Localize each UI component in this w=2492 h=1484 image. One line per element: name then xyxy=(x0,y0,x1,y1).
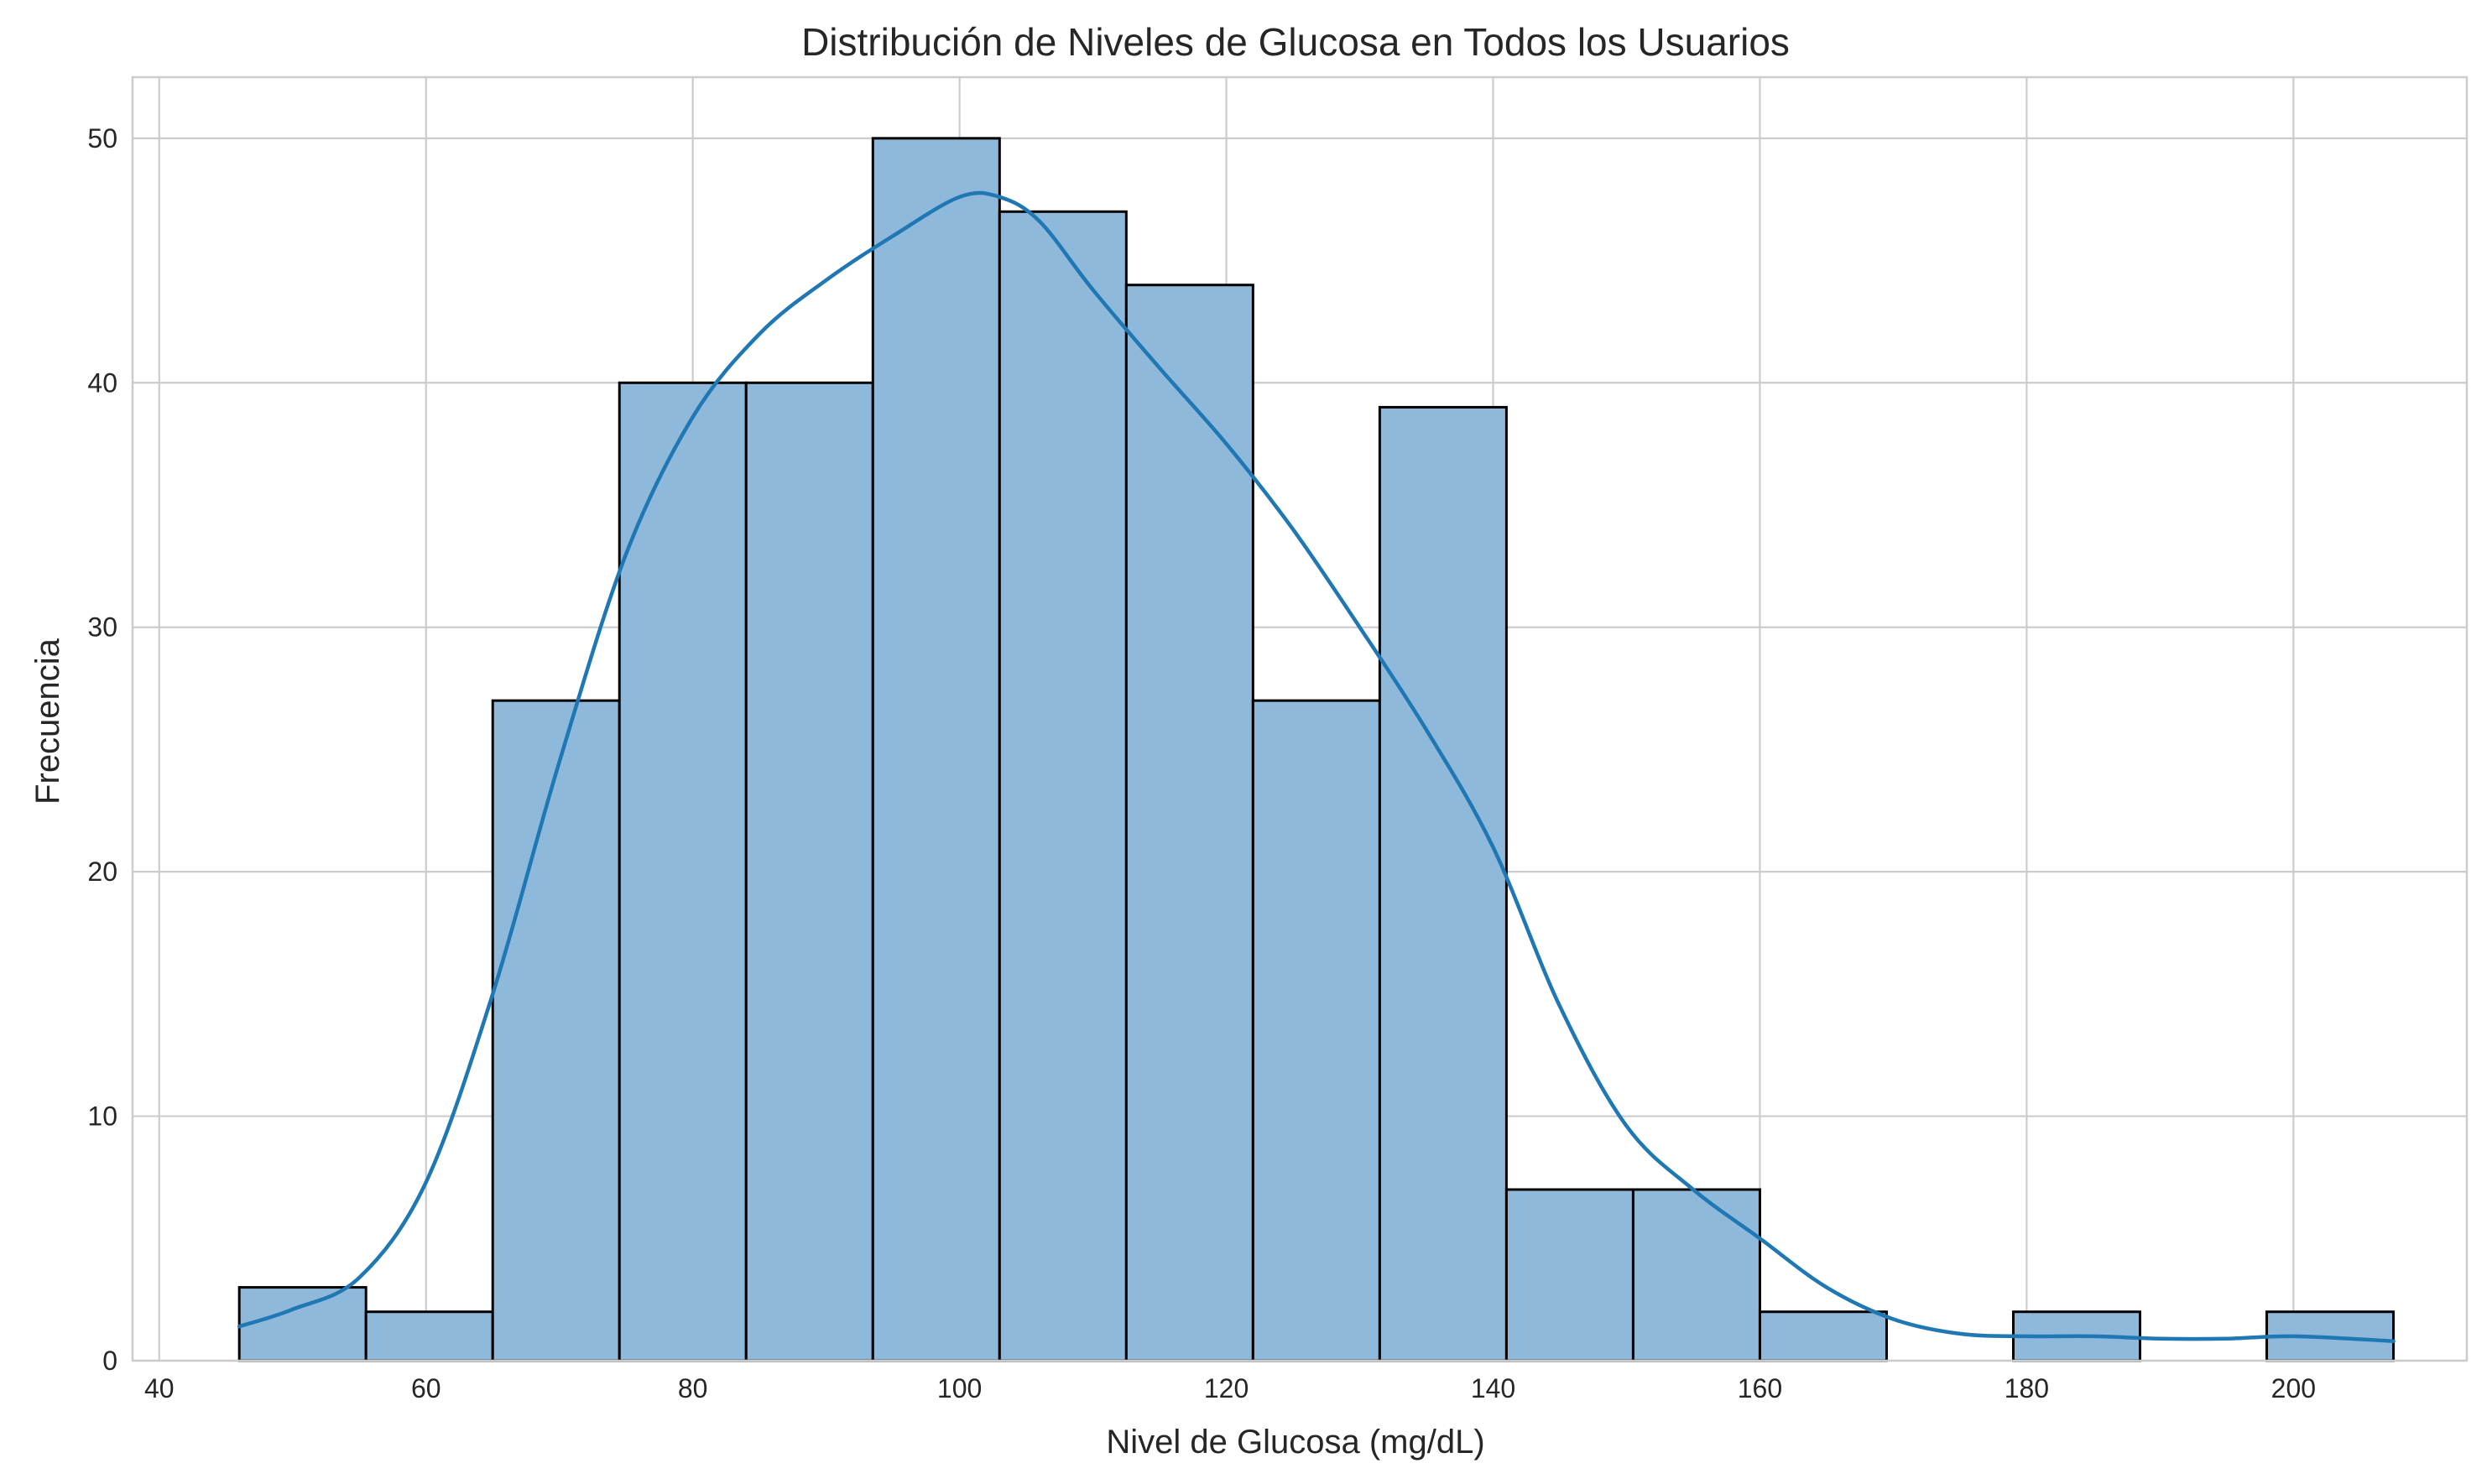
y-tick-label: 40 xyxy=(87,367,117,398)
y-tick-label: 30 xyxy=(87,612,117,643)
y-tick-label: 10 xyxy=(87,1101,117,1132)
x-tick-labels: 40 60 80 100 120 140 160 180 200 xyxy=(144,1373,2316,1403)
histogram-bar xyxy=(491,699,621,1362)
x-axis-label: Nivel de Glucosa (mg/dL) xyxy=(1106,1424,1484,1461)
y-tick-labels: 0 10 20 30 40 50 xyxy=(87,123,117,1376)
x-tick-label: 160 xyxy=(1738,1373,1782,1403)
histogram-bar xyxy=(744,381,874,1362)
y-tick-label: 20 xyxy=(87,857,117,887)
x-tick-label: 180 xyxy=(2005,1373,2049,1403)
histogram-bar xyxy=(1124,284,1254,1362)
histogram-bar xyxy=(998,210,1128,1362)
plot-frame xyxy=(131,76,2469,1362)
histogram-bar xyxy=(364,1310,494,1362)
x-tick-label: 140 xyxy=(1471,1373,1515,1403)
histogram-bars xyxy=(237,137,2396,1362)
x-tick-label: 100 xyxy=(937,1373,982,1403)
histogram-bar xyxy=(1251,699,1381,1362)
histogram-bar xyxy=(1378,405,1508,1362)
y-tick-label: 0 xyxy=(102,1346,117,1376)
x-tick-label: 120 xyxy=(1204,1373,1249,1403)
x-tick-label: 200 xyxy=(2271,1373,2316,1403)
histogram-bar xyxy=(871,137,1001,1362)
chart-title: Distribución de Niveles de Glucosa en To… xyxy=(801,20,1790,64)
x-tick-label: 60 xyxy=(411,1373,441,1403)
x-tick-label: 80 xyxy=(678,1373,708,1403)
kde-line xyxy=(237,190,2396,1343)
y-axis-label: Frecuencia xyxy=(29,638,66,804)
histogram-bar xyxy=(618,381,748,1362)
y-tick-label: 50 xyxy=(87,123,117,154)
histogram-bar xyxy=(237,1286,368,1362)
histogram-bar xyxy=(1504,1188,1634,1362)
kde-curve xyxy=(237,190,2396,1343)
x-tick-label: 40 xyxy=(144,1373,175,1403)
histogram-bar xyxy=(1758,1310,1888,1362)
histogram-bar xyxy=(1631,1188,1761,1362)
axes-frame xyxy=(131,76,2469,1362)
